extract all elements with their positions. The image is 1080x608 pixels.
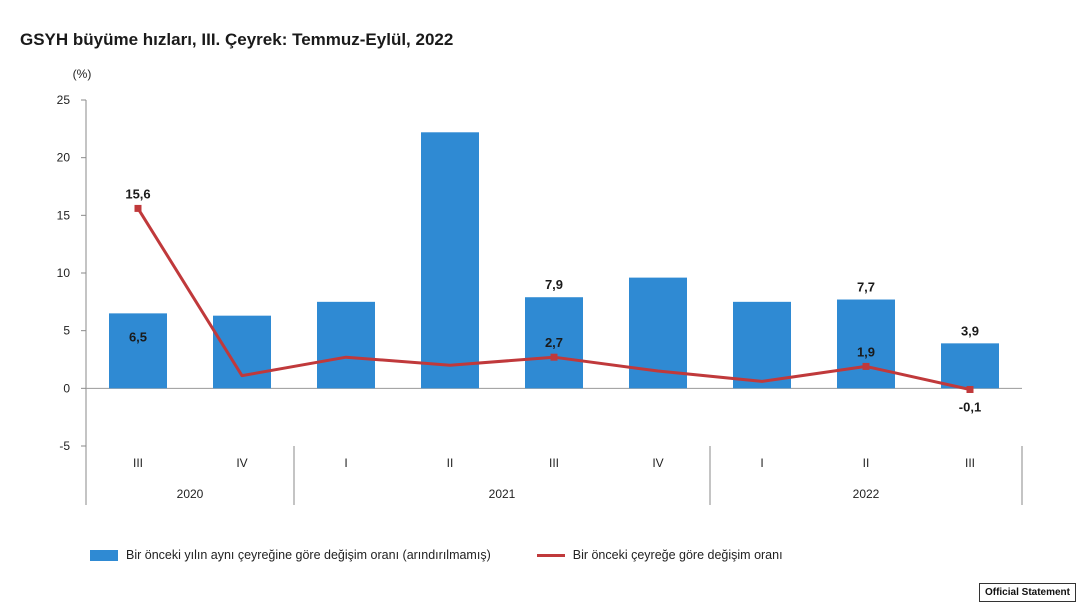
- y-axis-unit-label: (%): [73, 67, 92, 81]
- y-tick-label: 20: [57, 151, 71, 165]
- x-tick-label: IV: [652, 456, 663, 470]
- line-marker: [134, 204, 142, 212]
- line-data-label: 2,7: [545, 335, 563, 350]
- year-label: 2022: [853, 487, 880, 501]
- line-marker: [862, 362, 870, 370]
- official-statement-badge: Official Statement: [978, 583, 1076, 602]
- year-label: 2020: [177, 487, 204, 501]
- legend-item-bar: Bir önceki yılın aynı çeyreğine göre değ…: [90, 548, 491, 562]
- line-marker: [550, 353, 558, 361]
- x-tick-label: IV: [236, 456, 247, 470]
- bar: [421, 132, 479, 389]
- bar: [317, 301, 375, 389]
- legend-line-label: Bir önceki çeyreğe göre değişim oranı: [572, 548, 783, 562]
- y-tick-label: 10: [57, 266, 71, 280]
- bar: [941, 343, 999, 389]
- x-tick-label: II: [447, 456, 454, 470]
- y-tick-label: 0: [63, 381, 70, 395]
- line-data-label: -0,1: [959, 399, 981, 414]
- chart-plot: (%)25 20 15 10 5 0 -5 6,5 7,9 7,7 3,9 15,6 2,7 1,9 -0,…: [57, 67, 1023, 505]
- bar: [213, 315, 271, 389]
- x-tick-label: II: [863, 456, 870, 470]
- legend-line-swatch: [536, 553, 565, 557]
- bar-data-label: 7,9: [545, 277, 563, 292]
- bar-data-label: 3,9: [961, 323, 979, 338]
- x-tick-label: I: [760, 456, 763, 470]
- line-data-label: 15,6: [125, 186, 150, 201]
- x-tick-label: III: [965, 456, 975, 470]
- chart-title: GSYH büyüme hızları, III. Çeyrek: Temmuz…: [20, 30, 454, 49]
- bar: [525, 297, 583, 389]
- bar: [109, 313, 167, 389]
- bar: [733, 301, 791, 389]
- y-tick-label: 5: [63, 324, 70, 338]
- y-tick-label: 15: [57, 208, 71, 222]
- legend-bar-swatch: [90, 549, 118, 561]
- bar-data-label: 6,5: [129, 329, 147, 344]
- line-data-label: 1,9: [857, 344, 875, 359]
- x-tick-label: I: [344, 456, 347, 470]
- x-tick-label: III: [133, 456, 143, 470]
- y-tick-label: -5: [59, 439, 70, 453]
- y-tick-label: 25: [57, 93, 71, 107]
- legend-bar-label: Bir önceki yılın aynı çeyreğine göre değ…: [126, 548, 491, 562]
- year-label: 2021: [489, 487, 516, 501]
- bar: [837, 299, 895, 389]
- line-marker: [966, 385, 974, 393]
- bar-data-label: 7,7: [857, 280, 875, 295]
- legend: Bir önceki yılın aynı çeyreğine göre değ…: [90, 548, 829, 562]
- legend-item-line: Bir önceki çeyreğe göre değişim oranı: [536, 548, 783, 562]
- x-tick-label: III: [549, 456, 559, 470]
